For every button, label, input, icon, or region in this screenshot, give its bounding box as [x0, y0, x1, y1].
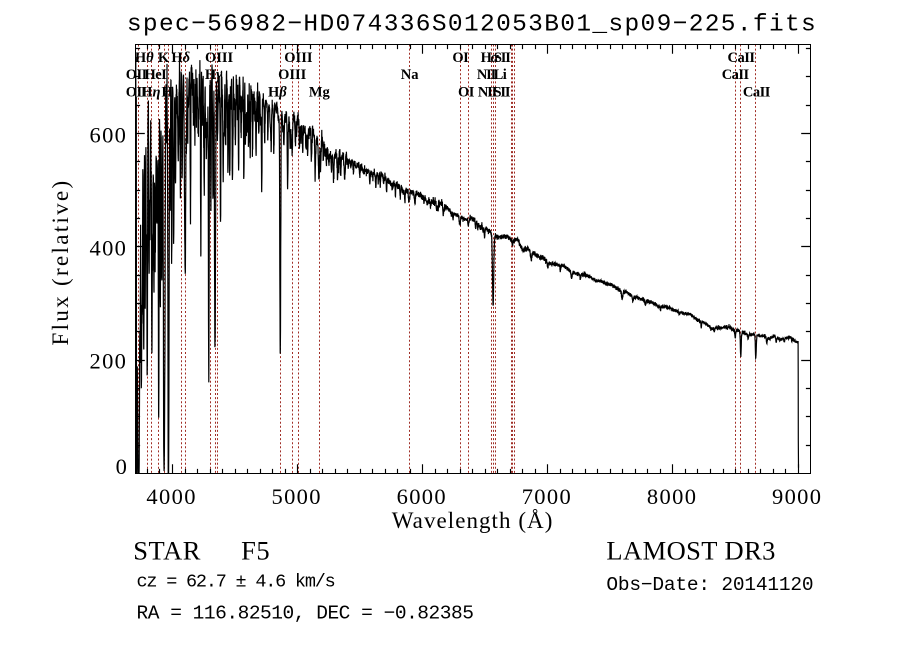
svg-text:OIII: OIII [278, 67, 307, 83]
svg-text:NII: NII [477, 67, 497, 83]
svg-text:spec−56982−HD074336S012053B01_: spec−56982−HD074336S012053B01_sp09−225.f… [127, 12, 817, 39]
svg-text:STAR: STAR [133, 535, 201, 565]
svg-text:Wavelength (Å): Wavelength (Å) [392, 508, 554, 533]
svg-text:K: K [158, 50, 170, 66]
svg-text:OII: OII [126, 67, 148, 83]
svg-text:Hβ: Hβ [268, 85, 287, 101]
svg-text:RA = 116.82510, DEC = −0.8238: RA = 116.82510, DEC = −0.82385 [137, 603, 474, 625]
svg-text:SII: SII [494, 85, 511, 101]
svg-text:OI: OI [452, 50, 469, 66]
svg-text:Li: Li [494, 67, 507, 83]
svg-text:Hδ: Hδ [171, 50, 190, 66]
svg-text:0: 0 [116, 454, 127, 479]
svg-text:7000: 7000 [522, 484, 572, 509]
svg-text:Flux (relative): Flux (relative) [48, 178, 73, 345]
svg-text:Obs−Date: 20141120: Obs−Date: 20141120 [606, 574, 813, 596]
svg-text:F5: F5 [241, 535, 270, 565]
svg-text:6000: 6000 [397, 484, 447, 509]
svg-text:NII: NII [478, 85, 498, 101]
svg-text:OII: OII [126, 85, 148, 101]
svg-text:Mg: Mg [309, 85, 331, 101]
svg-text:CaII: CaII [722, 67, 750, 83]
svg-text:SII: SII [494, 50, 511, 66]
svg-text:Hα: Hα [481, 50, 500, 66]
svg-text:4000: 4000 [146, 484, 196, 509]
svg-text:Hθ: Hθ [135, 50, 154, 66]
svg-text:600: 600 [89, 123, 127, 148]
svg-text:400: 400 [89, 236, 127, 261]
svg-text:8000: 8000 [647, 484, 697, 509]
svg-text:Hη: Hη [141, 85, 160, 101]
svg-text:200: 200 [89, 349, 127, 374]
svg-text:Na: Na [401, 67, 419, 83]
svg-text:OI: OI [458, 85, 475, 101]
svg-text:CaII: CaII [727, 50, 755, 66]
svg-text:cz = 62.7 ± 4.6 km/s: cz = 62.7 ± 4.6 km/s [137, 572, 335, 593]
svg-text:LAMOST DR3: LAMOST DR3 [606, 535, 775, 565]
svg-text:OIII: OIII [205, 50, 234, 66]
svg-text:5000: 5000 [271, 484, 321, 509]
svg-text:OIII: OIII [284, 50, 313, 66]
svg-text:Hγ: Hγ [205, 67, 223, 83]
svg-text:CaII: CaII [743, 85, 771, 101]
svg-text:9000: 9000 [772, 484, 822, 509]
svg-text:HeI: HeI [144, 67, 167, 83]
